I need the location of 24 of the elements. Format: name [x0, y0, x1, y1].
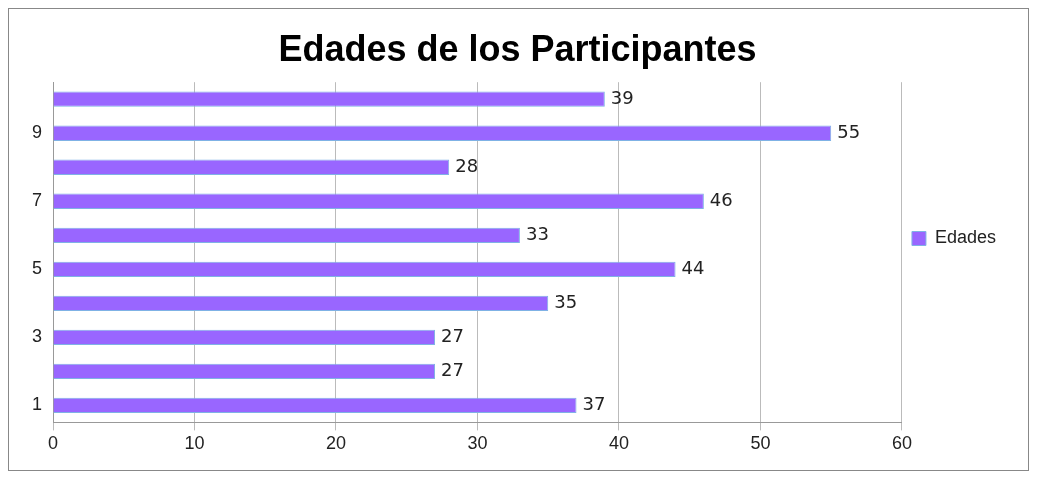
x-tick-label: 40 — [608, 433, 629, 454]
y-tick-label: 5 — [32, 258, 43, 279]
data-label: 37 — [582, 393, 606, 415]
data-label: 33 — [525, 222, 549, 244]
y-tick-label: 7 — [32, 190, 43, 211]
x-tick-label: 60 — [891, 433, 912, 454]
y-tick-label: 9 — [32, 122, 43, 143]
data-label: 39 — [610, 86, 634, 108]
x-tick-label: 50 — [750, 433, 771, 454]
y-tick-label: 3 — [32, 326, 43, 347]
x-tick-label: 20 — [325, 433, 347, 454]
x-tick-label: 0 — [48, 433, 59, 454]
data-label: 28 — [455, 154, 479, 176]
data-label: 46 — [709, 188, 733, 210]
legend-label: Edades — [934, 227, 997, 248]
chart-title: Edades de los Participantes — [278, 27, 757, 69]
data-label: 55 — [837, 120, 861, 142]
data-label: 44 — [681, 256, 705, 278]
x-tick-label: 30 — [467, 433, 488, 454]
data-label: 35 — [554, 291, 578, 312]
data-label: 27 — [441, 325, 464, 347]
x-tick-label: 10 — [184, 433, 205, 454]
data-label: 27 — [441, 359, 464, 381]
y-tick-label: 1 — [32, 394, 43, 415]
